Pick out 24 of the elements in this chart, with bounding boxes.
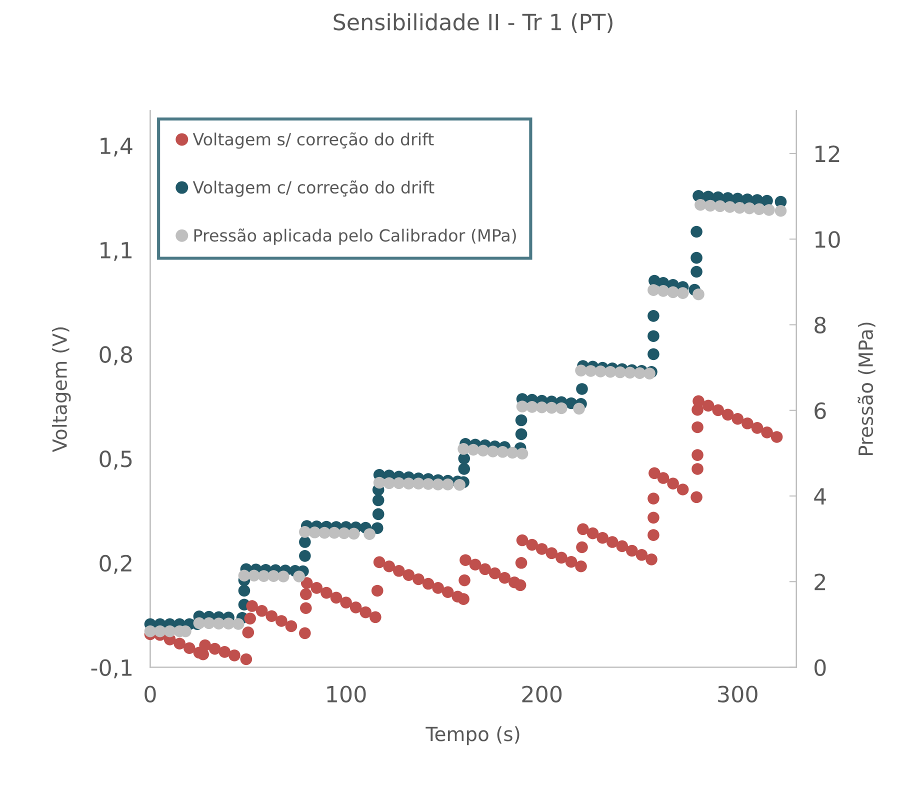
y-tick-label: 0,5 bbox=[100, 450, 132, 470]
y2-tick-label: 4 bbox=[814, 488, 826, 504]
x-tick-label: 0 bbox=[144, 686, 156, 703]
y-tick-label: 1,1 bbox=[100, 242, 132, 261]
y2-tick-label: 0 bbox=[814, 659, 826, 676]
y-tick-label: -0,1 bbox=[91, 659, 132, 678]
chart-title: Sensibilidade II - Tr 1 (PT) bbox=[334, 13, 612, 34]
y2-tick-label: 10 bbox=[816, 231, 840, 248]
x-axis-title: Tempo (s) bbox=[426, 726, 520, 746]
y-tick-label: 1,4 bbox=[100, 138, 132, 156]
y2-tick-label: 12 bbox=[816, 145, 840, 162]
x-tick-label: 200 bbox=[522, 686, 562, 703]
legend-label: Voltagem c/ correção do drift bbox=[192, 180, 434, 197]
y-tick-label: 0,8 bbox=[100, 346, 132, 366]
x-tick-label: 300 bbox=[718, 686, 758, 703]
y2-tick-label: 2 bbox=[814, 574, 825, 590]
legend-label: Pressão aplicada pelo Calibrador (MPa) bbox=[194, 228, 516, 245]
x-tick-label: 100 bbox=[327, 686, 366, 703]
legend-label: Voltagem s/ correção do drift bbox=[192, 132, 434, 149]
y-tick-label: 0,2 bbox=[100, 554, 132, 574]
y2-tick-label: 6 bbox=[814, 402, 826, 420]
y2-axis-title: Pressão (MPa) bbox=[858, 322, 876, 455]
y2-tick-label: 8 bbox=[814, 316, 826, 334]
y-axis-title: Voltagem (V) bbox=[52, 327, 71, 452]
